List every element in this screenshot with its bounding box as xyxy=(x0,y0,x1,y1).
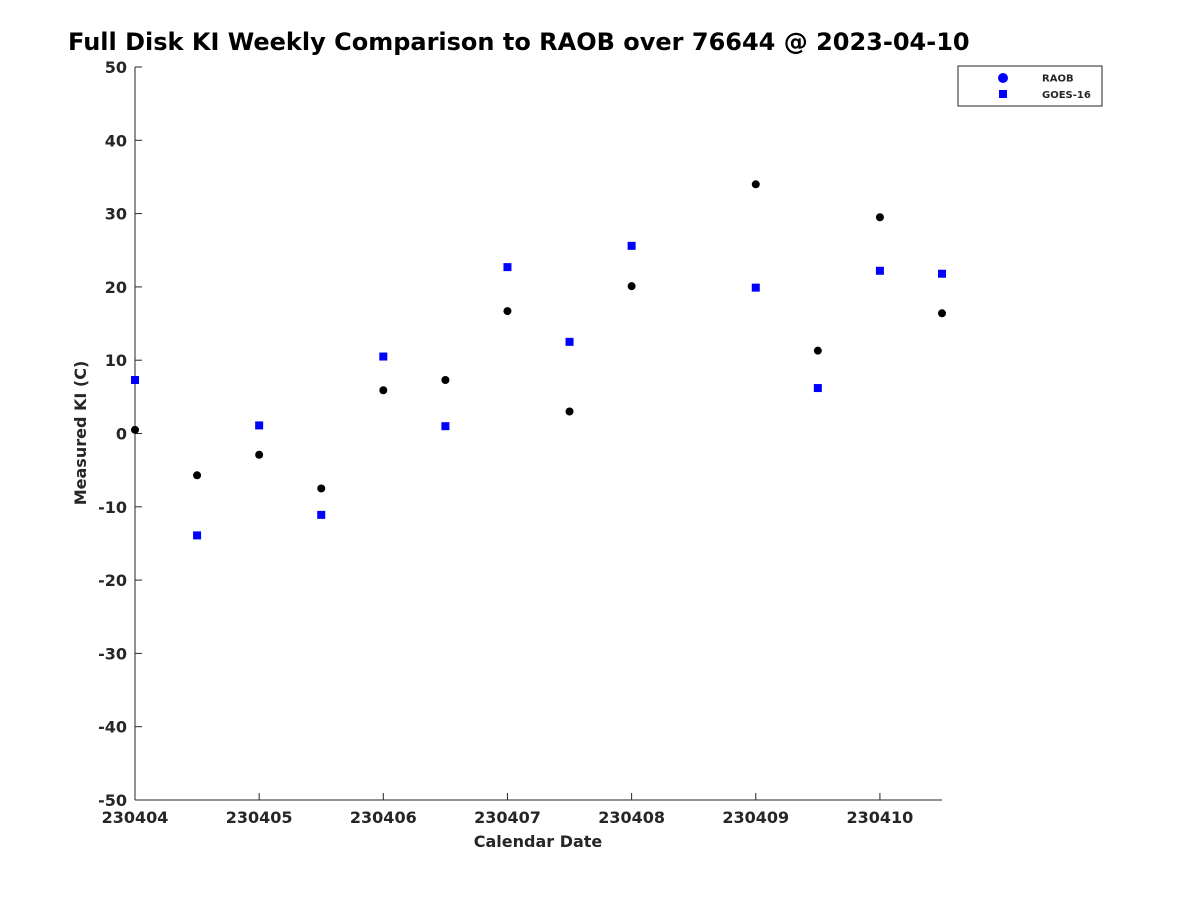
x-tick-label: 230407 xyxy=(474,808,541,827)
x-tick-label: 230409 xyxy=(722,808,789,827)
goes-16-point xyxy=(379,352,388,361)
y-tick-label: 50 xyxy=(105,58,127,77)
axes xyxy=(134,67,942,801)
goes-16-point xyxy=(565,337,574,346)
y-tick-label: 0 xyxy=(116,425,127,444)
x-tick-label: 230410 xyxy=(847,808,914,827)
series-goes-16 xyxy=(131,241,946,540)
goes-16-point xyxy=(751,283,760,292)
goes-16-point xyxy=(627,241,636,250)
y-tick-label: -50 xyxy=(98,791,127,810)
legend-marker-goes-16 xyxy=(999,90,1007,98)
raob-point xyxy=(131,425,139,434)
legend-marker-raob xyxy=(998,73,1008,83)
y-tick-label: -10 xyxy=(98,498,127,517)
goes-16-point xyxy=(131,375,139,384)
x-tick-label: 230406 xyxy=(350,808,417,827)
goes-16-point xyxy=(503,263,512,272)
goes-16-point xyxy=(813,384,822,393)
goes-16-point xyxy=(441,422,450,431)
y-tick-label: 30 xyxy=(105,205,127,224)
raob-point xyxy=(627,282,636,291)
goes-16-point xyxy=(938,269,946,278)
raob-point xyxy=(379,386,388,395)
y-tick-label: -30 xyxy=(98,644,127,663)
legend-box xyxy=(957,65,1103,107)
x-axis-label: Calendar Date xyxy=(474,832,603,851)
chart-title: Full Disk KI Weekly Comparison to RAOB o… xyxy=(68,28,970,56)
raob-point xyxy=(751,180,760,189)
series-raob xyxy=(131,180,946,493)
y-ticks: 50 40 30 20 10 0 -10 -20 -30 -40 -50 xyxy=(98,58,142,810)
goes-16-point xyxy=(193,531,202,540)
raob-point xyxy=(875,213,884,222)
y-axis-label: Measured KI (C) xyxy=(71,361,90,506)
legend-label-goes-16: GOES-16 xyxy=(1042,90,1091,101)
raob-point xyxy=(441,375,450,384)
y-tick-label: 40 xyxy=(105,131,127,150)
raob-point xyxy=(813,346,822,355)
goes-16-point xyxy=(255,421,264,430)
y-tick-label: 10 xyxy=(105,351,127,370)
raob-point xyxy=(565,407,574,416)
raob-point xyxy=(255,450,264,459)
raob-point xyxy=(938,309,946,318)
x-tick-label: 230404 xyxy=(102,808,169,827)
raob-point xyxy=(503,307,512,316)
raob-point xyxy=(317,484,326,493)
x-ticks: 230404 230405 230406 230407 230408 230409 2304… xyxy=(102,793,914,827)
goes-16-point xyxy=(875,266,884,275)
x-tick-label: 230408 xyxy=(598,808,665,827)
x-tick-label: 230405 xyxy=(226,808,293,827)
y-tick-label: -40 xyxy=(98,718,127,737)
legend: RAOB GOES-16 xyxy=(957,65,1103,107)
y-tick-label: -20 xyxy=(98,571,127,590)
raob-point xyxy=(193,471,202,480)
legend-label-raob: RAOB xyxy=(1042,74,1074,85)
goes-16-point xyxy=(317,510,326,519)
y-tick-label: 20 xyxy=(105,278,127,297)
